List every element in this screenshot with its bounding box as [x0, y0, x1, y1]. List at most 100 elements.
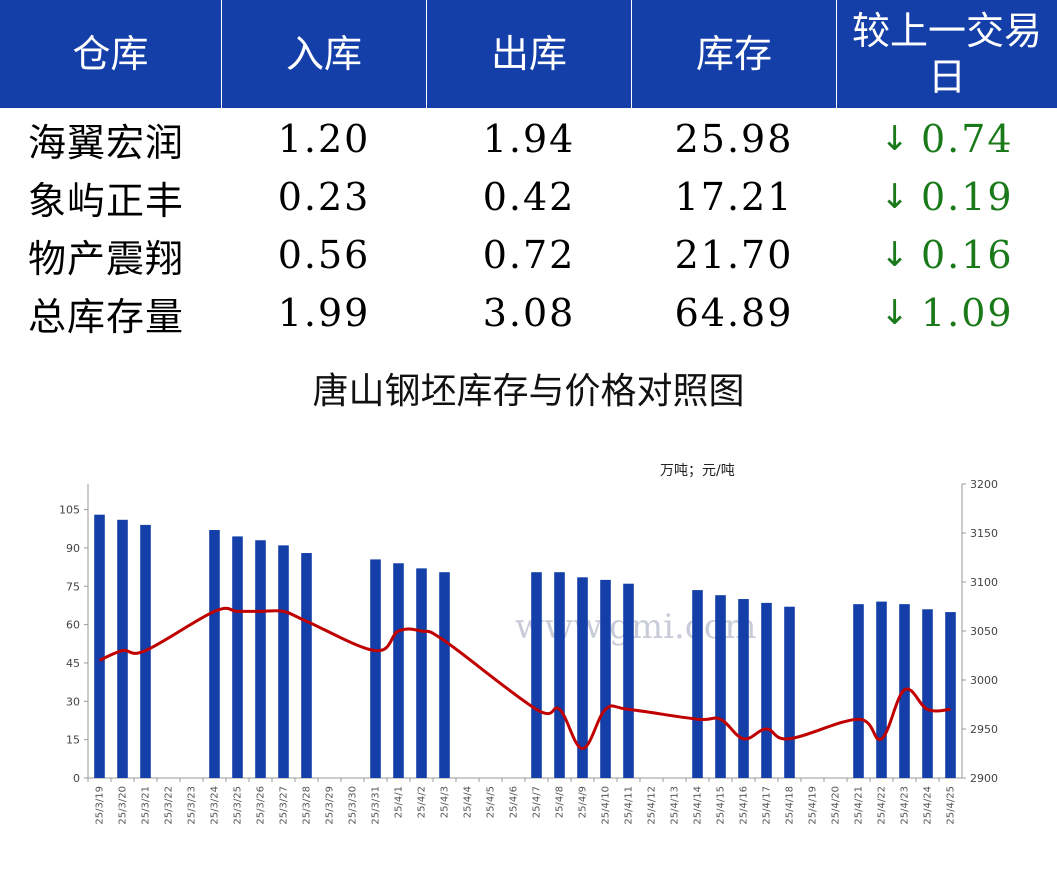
stock-bar — [922, 609, 933, 778]
stock-bar — [853, 604, 864, 778]
x-tick-label: 25/3/20 — [118, 786, 129, 825]
unit-label: 万吨；元/吨 — [660, 463, 735, 479]
right-tick-label: 3000 — [970, 674, 998, 687]
right-tick-label: 3200 — [970, 478, 998, 491]
down-arrow-icon: ↓ — [880, 235, 911, 275]
chart-title: 唐山钢坯库存与价格对照图 — [312, 371, 745, 412]
left-tick-label: 60 — [66, 619, 80, 632]
x-tick-label: 25/3/25 — [233, 786, 244, 825]
left-tick-label: 90 — [66, 542, 80, 555]
header-stock: 库存 — [632, 0, 837, 108]
stock-bar — [577, 577, 588, 778]
stock-bar — [255, 540, 266, 778]
stock-bar — [738, 599, 749, 778]
x-tick-label: 25/4/13 — [670, 786, 681, 825]
x-tick-label: 25/4/2 — [417, 786, 428, 818]
x-tick-label: 25/4/9 — [578, 786, 589, 818]
x-tick-label: 25/3/29 — [325, 786, 336, 825]
x-tick-label: 25/4/24 — [923, 786, 934, 825]
right-tick-label: 2950 — [970, 723, 998, 736]
table-row: 物产震翔 0.56 0.72 21.70 ↓ 0.16 — [0, 226, 1057, 284]
x-tick-label: 25/4/11 — [624, 786, 635, 825]
x-tick-label: 25/4/19 — [808, 786, 819, 825]
header-inbound: 入库 — [222, 0, 427, 108]
stock-bar — [278, 545, 289, 778]
outbound-value: 0.72 — [482, 233, 576, 277]
stock-bar — [531, 572, 542, 778]
header-outbound: 出库 — [427, 0, 632, 108]
x-tick-label: 25/4/10 — [601, 786, 612, 825]
header-change: 较上一交易日 — [837, 0, 1057, 108]
x-tick-label: 25/4/18 — [785, 786, 796, 825]
stock-bar — [393, 563, 404, 778]
x-tick-label: 25/3/31 — [371, 786, 382, 825]
stock-value: 21.70 — [674, 233, 794, 277]
table-row-total: 总库存量 1.99 3.08 64.89 ↓ 1.09 — [0, 284, 1057, 342]
change-number: 0.16 — [920, 233, 1014, 277]
x-tick-label: 25/3/26 — [256, 786, 267, 825]
inbound-value: 0.23 — [277, 175, 371, 219]
x-tick-label: 25/3/23 — [187, 786, 198, 825]
x-tick-label: 25/4/25 — [946, 786, 957, 825]
stock-value: 25.98 — [674, 117, 794, 161]
warehouse-name: 物产震翔 — [28, 236, 185, 281]
x-tick-label: 25/4/6 — [509, 786, 520, 818]
change-value: ↓ 0.19 — [837, 168, 1057, 226]
stock-bar — [439, 572, 450, 778]
stock-bar — [623, 583, 634, 778]
stock-bar — [301, 553, 312, 778]
change-number: 1.09 — [920, 291, 1014, 335]
warehouse-name: 海翼宏润 — [28, 120, 185, 165]
table-row: 海翼宏润 1.20 1.94 25.98 ↓ 0.74 — [0, 110, 1057, 168]
stock-bar — [600, 579, 611, 778]
left-tick-label: 30 — [66, 695, 80, 708]
stock-bar — [209, 530, 220, 778]
inbound-value: 0.56 — [277, 233, 371, 277]
stock-bar — [370, 559, 381, 778]
x-tick-label: 25/3/21 — [141, 786, 152, 825]
right-tick-label: 2900 — [970, 772, 998, 785]
stock-bar — [692, 590, 703, 778]
outbound-value: 1.94 — [482, 117, 576, 161]
x-tick-label: 25/4/3 — [440, 786, 451, 818]
stock-bar — [232, 536, 243, 778]
stock-bar — [761, 602, 772, 778]
x-tick-label: 25/3/24 — [210, 786, 221, 825]
stock-bar — [416, 568, 427, 778]
stock-bar — [117, 519, 128, 778]
stock-price-chart: www.gmi.com 0153045607590105290029503000… — [59, 478, 998, 825]
stock-value: 17.21 — [674, 175, 794, 219]
right-tick-label: 3100 — [970, 576, 998, 589]
x-tick-label: 25/4/15 — [716, 786, 727, 825]
down-arrow-icon: ↓ — [880, 119, 911, 159]
stock-bar — [554, 572, 565, 778]
left-tick-label: 75 — [66, 580, 80, 593]
change-value: ↓ 0.74 — [837, 110, 1057, 168]
down-arrow-icon: ↓ — [880, 293, 911, 333]
left-tick-label: 0 — [73, 772, 80, 785]
x-tick-label: 25/4/21 — [854, 786, 865, 825]
warehouse-name: 总库存量 — [28, 294, 185, 339]
x-tick-label: 25/4/4 — [463, 786, 474, 818]
left-tick-label: 105 — [59, 504, 80, 517]
x-tick-label: 25/4/7 — [532, 786, 543, 818]
stock-bar — [945, 612, 956, 778]
right-tick-label: 3150 — [970, 527, 998, 540]
inbound-value: 1.99 — [277, 291, 371, 335]
price-line — [98, 606, 951, 751]
change-number: 0.19 — [920, 175, 1014, 219]
down-arrow-icon: ↓ — [880, 177, 911, 217]
stock-bar — [784, 606, 795, 778]
change-value: ↓ 0.16 — [837, 226, 1057, 284]
outbound-value: 0.42 — [482, 175, 576, 219]
x-tick-label: 25/4/5 — [486, 786, 497, 818]
x-tick-label: 25/4/22 — [877, 786, 888, 825]
x-tick-label: 25/3/28 — [302, 786, 313, 825]
x-tick-label: 25/4/14 — [693, 786, 704, 825]
x-tick-label: 25/3/30 — [348, 786, 359, 825]
stock-bar — [715, 595, 726, 778]
stock-bar — [94, 514, 105, 778]
change-number: 0.74 — [920, 117, 1014, 161]
x-tick-label: 25/4/1 — [394, 786, 405, 818]
x-tick-label: 25/4/16 — [739, 786, 750, 825]
